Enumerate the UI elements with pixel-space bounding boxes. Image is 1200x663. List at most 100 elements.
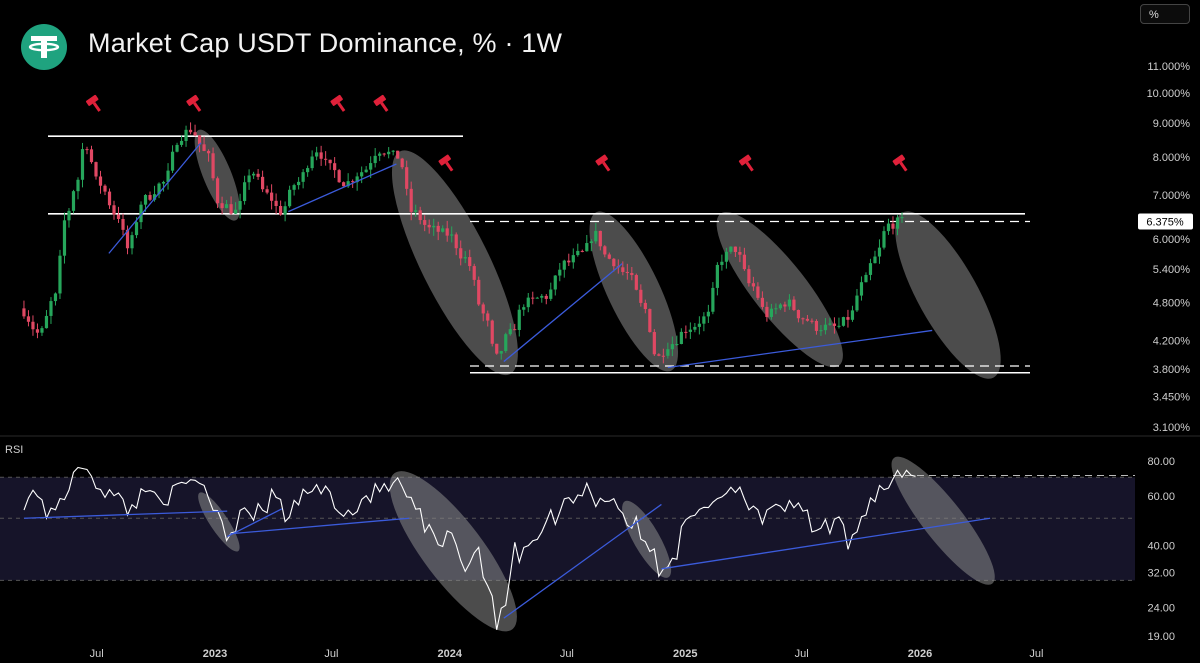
candle-body xyxy=(279,206,283,215)
candle-body xyxy=(711,287,715,312)
candle-body xyxy=(544,295,548,299)
candle-body xyxy=(85,149,89,151)
time-tick-label: 2023 xyxy=(203,648,227,660)
candle-body xyxy=(170,151,175,171)
candle-body xyxy=(850,310,855,320)
candle-body xyxy=(112,205,116,215)
rsi-line xyxy=(23,466,916,630)
candle-body xyxy=(324,158,328,160)
candle-body xyxy=(486,313,490,321)
candle-body xyxy=(49,301,53,316)
candle-body xyxy=(742,254,746,270)
candle-body xyxy=(58,255,62,294)
candle-body xyxy=(760,297,765,307)
rsi-decline-ellipse xyxy=(389,471,517,632)
candle-body xyxy=(188,129,193,133)
candle-body xyxy=(134,222,139,236)
candle-body xyxy=(306,168,310,173)
candle-body xyxy=(846,317,850,320)
candle-body xyxy=(436,225,440,232)
candle-body xyxy=(333,163,337,171)
candle-body xyxy=(688,329,692,332)
current-value-label: 6.375% xyxy=(1146,216,1184,228)
price-axis: 11.000% 10.000% 9.000% 8.000% 7.000% 6.000% 5.… xyxy=(1147,61,1191,434)
time-tick-label: 2025 xyxy=(673,648,697,660)
range-lines xyxy=(48,135,1135,477)
trendlines xyxy=(23,142,991,619)
candle-body xyxy=(472,266,476,280)
candle-body xyxy=(364,169,368,173)
candle-body xyxy=(643,302,647,310)
gavel-head xyxy=(330,94,343,106)
candle-body xyxy=(684,331,688,333)
candle-body xyxy=(315,152,319,157)
gavel-head xyxy=(738,154,752,166)
candle-body xyxy=(756,286,760,298)
candle-body xyxy=(526,297,530,308)
candle-body xyxy=(94,162,98,177)
candle-body xyxy=(792,299,796,311)
candle-body xyxy=(531,297,535,299)
candle-body xyxy=(900,217,904,219)
candle-body xyxy=(796,310,801,319)
candle-body xyxy=(197,135,202,145)
candle-body xyxy=(67,210,71,221)
price-tick-label: 5.400% xyxy=(1153,264,1191,276)
candle-body xyxy=(648,309,652,333)
unit-toggle-button[interactable]: % xyxy=(1140,4,1190,24)
candle-body xyxy=(360,172,364,177)
decline-ellipse xyxy=(716,212,843,368)
candle-body xyxy=(657,354,661,356)
rsi-tick-label: 24.00 xyxy=(1147,603,1175,615)
candle-body xyxy=(445,228,449,236)
gavel-icon xyxy=(438,154,454,172)
candle-body xyxy=(454,234,458,249)
candle-body xyxy=(459,248,463,259)
candle-body xyxy=(31,321,35,330)
candle-body xyxy=(612,258,616,267)
candle-body xyxy=(580,250,584,252)
gavel-icon xyxy=(373,94,389,112)
price-tick-label: 4.200% xyxy=(1153,335,1191,347)
candle-body xyxy=(98,176,103,186)
candle-body xyxy=(220,203,224,209)
trendline xyxy=(503,503,662,619)
rsi-tick-label: 32.00 xyxy=(1147,568,1175,580)
candle-body xyxy=(26,316,31,322)
gavel-icon xyxy=(85,94,101,112)
candle-body xyxy=(598,230,602,247)
candle-body xyxy=(553,275,557,290)
candle-body xyxy=(80,149,85,180)
gavel-icon xyxy=(330,94,346,112)
candle-body xyxy=(450,234,454,236)
candle-body xyxy=(40,328,44,333)
candle-body xyxy=(652,332,656,355)
trendline xyxy=(230,517,410,535)
candle-body xyxy=(886,223,891,232)
decline-ellipse xyxy=(391,150,518,376)
gavel-head xyxy=(186,94,199,106)
candle-body xyxy=(508,329,512,335)
candle-body xyxy=(787,299,792,307)
candle-body xyxy=(477,279,481,305)
candle-body xyxy=(414,210,418,212)
gavel-head xyxy=(373,94,386,106)
rsi-axis: 80.00 60.00 40.00 32.00 24.00 19.00 xyxy=(1147,456,1175,643)
candle-body xyxy=(116,214,121,219)
gavel-handle xyxy=(92,101,101,112)
candle-body xyxy=(769,308,774,317)
candle-body xyxy=(738,251,742,255)
candle-body xyxy=(161,181,166,184)
candle-body xyxy=(697,323,701,327)
price-tick-label: 11.000% xyxy=(1147,61,1190,73)
candle-body xyxy=(229,204,233,214)
candle-body xyxy=(895,217,900,229)
candle-body xyxy=(504,334,508,352)
projected-decline-ellipse xyxy=(895,211,1001,379)
candle-body xyxy=(733,246,737,252)
candle-body xyxy=(535,297,539,299)
rsi-decline-ellipse xyxy=(622,500,672,578)
candle-body xyxy=(409,188,413,212)
price-tick-label: 8.000% xyxy=(1153,152,1191,164)
candle-body xyxy=(495,343,499,354)
